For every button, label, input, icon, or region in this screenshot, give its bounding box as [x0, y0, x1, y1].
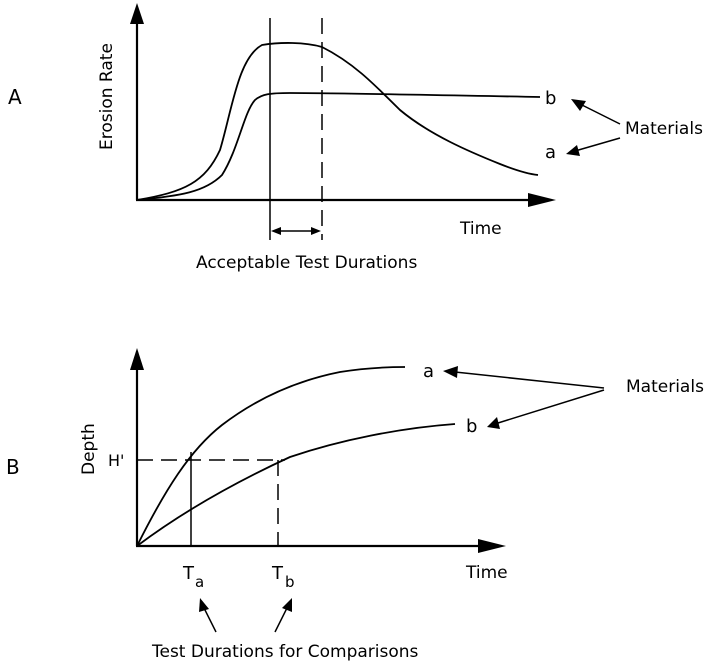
panel-b-ta-label: T a — [182, 563, 204, 591]
panel-b-materials-arrowhead-a — [443, 366, 458, 378]
panel-b-curve-a-label: a — [423, 361, 434, 382]
panel-a-letter: A — [8, 85, 22, 109]
panel-b-tb-pointer — [274, 607, 288, 633]
panel-b-tb-subscript: b — [285, 573, 295, 591]
panel-a-x-label: Time — [459, 219, 502, 239]
panel-b-tb-label: T b — [271, 563, 295, 591]
panel-b-duration-caption: Test Durations for Comparisons — [151, 642, 419, 662]
panel-b-y-label: Depth — [79, 423, 99, 475]
panel-a-curve-b-label: b — [545, 88, 556, 109]
panel-b-h-label: H' — [108, 451, 124, 470]
panel-b-materials-arrowhead-b — [487, 417, 500, 429]
panel-a-curve-b — [136, 92, 541, 201]
panel-b-letter: B — [6, 455, 20, 479]
panel-b-tb-main: T — [271, 563, 284, 584]
panel-a: A Erosion Rate Time b a Materials Accept… — [8, 3, 703, 273]
panel-b-curve-b — [136, 423, 456, 547]
panel-b-ta-pointer — [203, 607, 217, 633]
panel-a-materials-label: Materials — [625, 119, 703, 139]
panel-b-ta-subscript: a — [195, 573, 204, 591]
panel-a-materials-arrow-b — [579, 103, 621, 125]
panel-b-materials-arrow-b — [497, 389, 605, 424]
panel-b-x-label: Time — [465, 563, 508, 583]
panel-a-duration-arrowhead-right — [311, 227, 321, 235]
panel-b-x-axis-arrowhead — [478, 539, 506, 553]
panel-b-ta-main: T — [182, 563, 195, 584]
panel-a-duration-arrowhead-left — [271, 227, 281, 235]
panel-a-curve-a-label: a — [545, 142, 556, 163]
panel-b-ta-pointer-head — [199, 598, 209, 612]
panel-b-materials-arrow-a — [454, 371, 605, 389]
panel-a-curve-a — [136, 42, 539, 201]
panel-b-curve-b-label: b — [466, 416, 477, 437]
panel-b-tb-pointer-head — [282, 598, 292, 612]
panel-a-materials-arrowhead-b — [571, 99, 586, 111]
panel-a-y-label: Erosion Rate — [97, 43, 117, 150]
panel-a-y-axis-arrowhead — [130, 3, 144, 24]
panel-a-duration-caption: Acceptable Test Durations — [196, 253, 417, 273]
panel-b-y-axis-arrowhead — [130, 348, 144, 370]
panel-a-x-axis-arrowhead — [528, 193, 556, 207]
panel-b-curve-a — [136, 366, 406, 547]
panel-a-materials-arrowhead-a — [566, 145, 580, 156]
panel-a-materials-arrow-a — [574, 137, 621, 152]
panel-b-materials-label: Materials — [626, 377, 704, 397]
panel-b: B Depth Time a b Materials H' T a T — [6, 348, 704, 662]
